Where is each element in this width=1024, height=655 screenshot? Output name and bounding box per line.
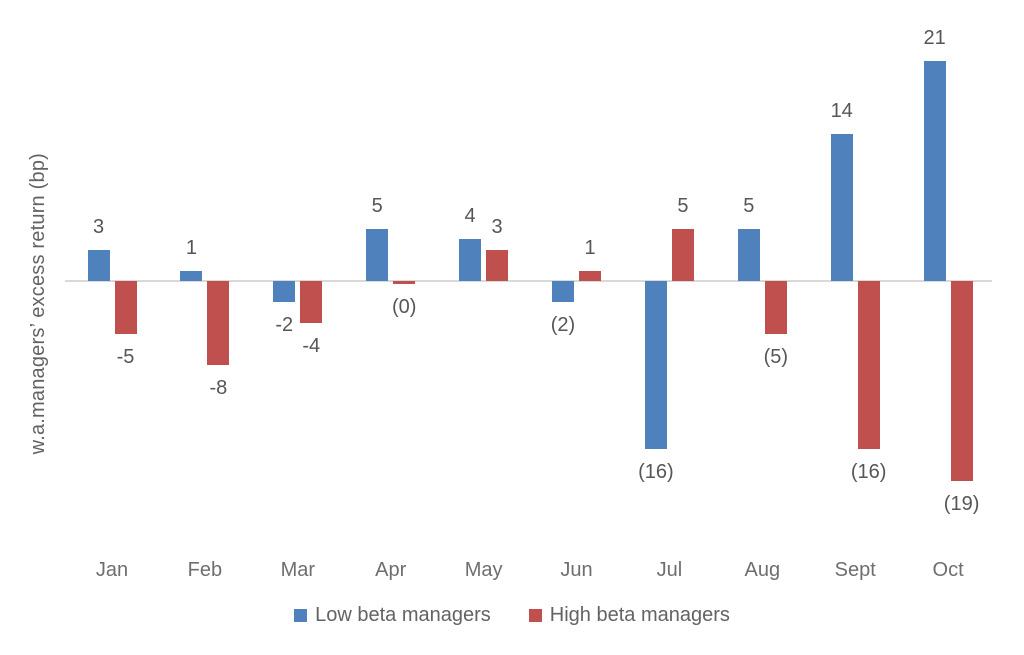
bar-label-high-beta-oct: (19) [943, 492, 980, 515]
bar-label-high-beta-sept: (16) [850, 461, 887, 483]
x-tick-apr: Apr [375, 559, 407, 581]
bar-high-beta-aug [764, 281, 787, 334]
y-axis-title: w.a.managers’ excess return (bp) [26, 153, 49, 455]
bar-low-beta-apr [366, 228, 389, 281]
x-tick-jul: Jul [656, 559, 683, 581]
bar-label-high-beta-feb: -8 [209, 377, 228, 399]
x-tick-jun: Jun [560, 559, 593, 581]
bar-label-low-beta-apr: 5 [371, 194, 383, 217]
bar-low-beta-sept [830, 134, 853, 281]
x-tick-oct: Oct [932, 559, 964, 581]
bar-label-low-beta-sept: 14 [830, 100, 853, 122]
bar-label-high-beta-apr: (0) [391, 296, 417, 319]
bar-label-low-beta-jul: (16) [638, 461, 674, 483]
x-tick-jan: Jan [95, 559, 129, 581]
legend-swatch-icon [294, 609, 308, 622]
legend-item-low-beta: Low beta managers [294, 604, 491, 627]
bar-label-high-beta-aug: (5) [763, 345, 789, 368]
bar-low-beta-mar [273, 281, 296, 302]
bar-low-beta-jan [87, 249, 110, 281]
bar-label-high-beta-jan: -5 [116, 345, 135, 368]
bar-low-beta-jul [644, 281, 667, 449]
legend-label: High beta managers [549, 604, 730, 626]
bar-low-beta-jun [552, 281, 574, 302]
bar-label-low-beta-jun: (2) [550, 314, 576, 336]
y-axis-title-wrap: w.a.managers’ excess return (bp) [20, 108, 56, 500]
bar-high-beta-sept [857, 281, 880, 449]
legend-swatch-icon [528, 609, 542, 622]
bar-low-beta-oct [923, 60, 946, 281]
x-tick-mar: Mar [280, 559, 316, 581]
bar-label-high-beta-may: 3 [491, 215, 503, 238]
bar-label-low-beta-aug: 5 [743, 194, 755, 217]
bar-label-high-beta-jun: 1 [584, 236, 596, 259]
bar-label-high-beta-jul: 5 [677, 194, 689, 217]
bar-label-low-beta-oct: 21 [923, 26, 946, 49]
x-tick-feb: Feb [187, 559, 223, 581]
x-tick-sept: Sept [834, 559, 876, 581]
bar-label-high-beta-mar: -4 [302, 335, 321, 357]
bar-low-beta-may [459, 239, 482, 281]
bar-high-beta-oct [950, 281, 973, 481]
bar-low-beta-aug [737, 228, 760, 281]
bar-low-beta-feb [180, 270, 203, 281]
bar-high-beta-jun [579, 270, 601, 281]
bar-label-low-beta-may: 4 [464, 205, 476, 227]
legend-label: Low beta managers [315, 604, 491, 626]
bar-high-beta-feb [207, 281, 230, 365]
bar-high-beta-may [486, 249, 509, 281]
x-tick-aug: Aug [744, 559, 781, 581]
bar-label-low-beta-feb: 1 [185, 236, 197, 259]
x-tick-may: May [464, 559, 503, 581]
legend: Low beta managers High beta managers [0, 604, 1024, 627]
bar-label-low-beta-mar: -2 [275, 314, 294, 336]
bar-high-beta-jul [671, 228, 694, 281]
bar-high-beta-apr [393, 281, 416, 285]
zero-axis-line [65, 280, 992, 282]
bar-high-beta-jan [114, 281, 137, 334]
legend-item-high-beta: High beta managers [528, 604, 730, 627]
bar-label-low-beta-jan: 3 [92, 215, 105, 238]
bar-high-beta-mar [300, 281, 323, 323]
